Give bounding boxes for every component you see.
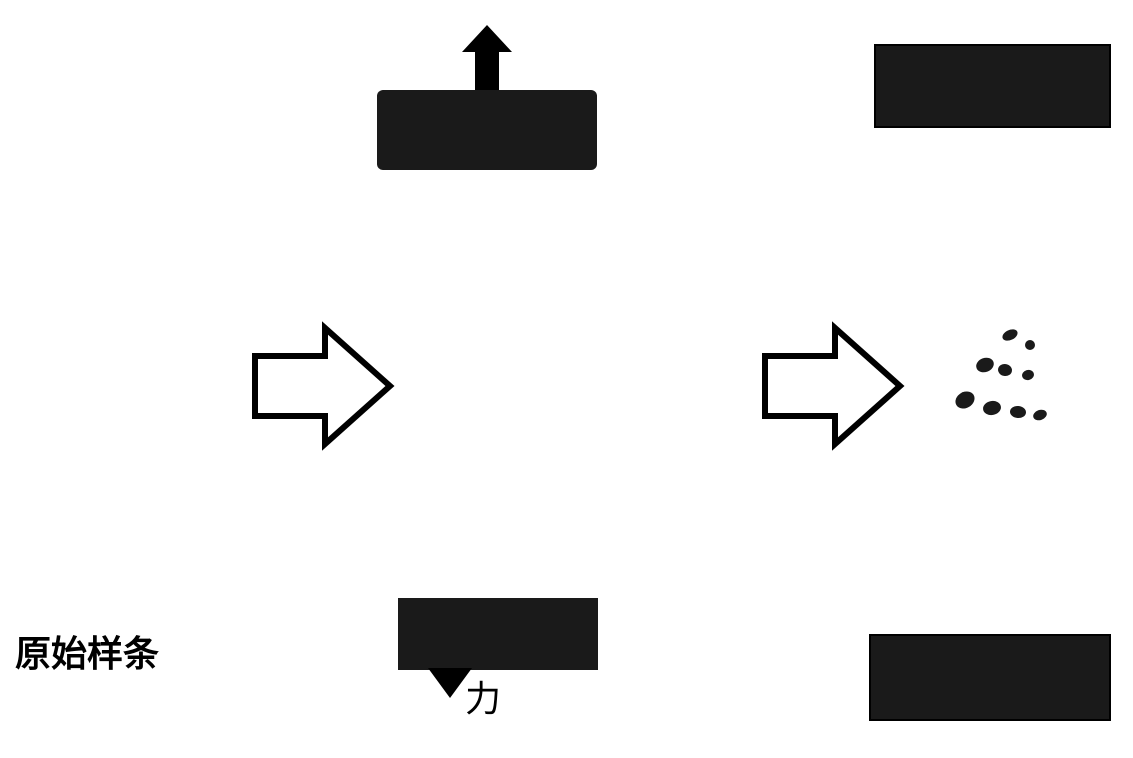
- label-original-sample: 原始样条: [15, 625, 159, 677]
- bottom-block: [398, 598, 598, 670]
- up-arrow-icon: [462, 25, 512, 90]
- bottom-right-block: [870, 635, 1110, 720]
- diagram-canvas: [0, 0, 1133, 758]
- particle-cluster: [952, 327, 1048, 422]
- top-block-group: [377, 25, 597, 170]
- hollow-arrow-right-icon: [765, 328, 900, 444]
- top-block: [377, 90, 597, 170]
- hollow-arrow-right-icon: [255, 328, 390, 444]
- top-right-block: [875, 45, 1110, 127]
- label-force: 力: [465, 670, 501, 722]
